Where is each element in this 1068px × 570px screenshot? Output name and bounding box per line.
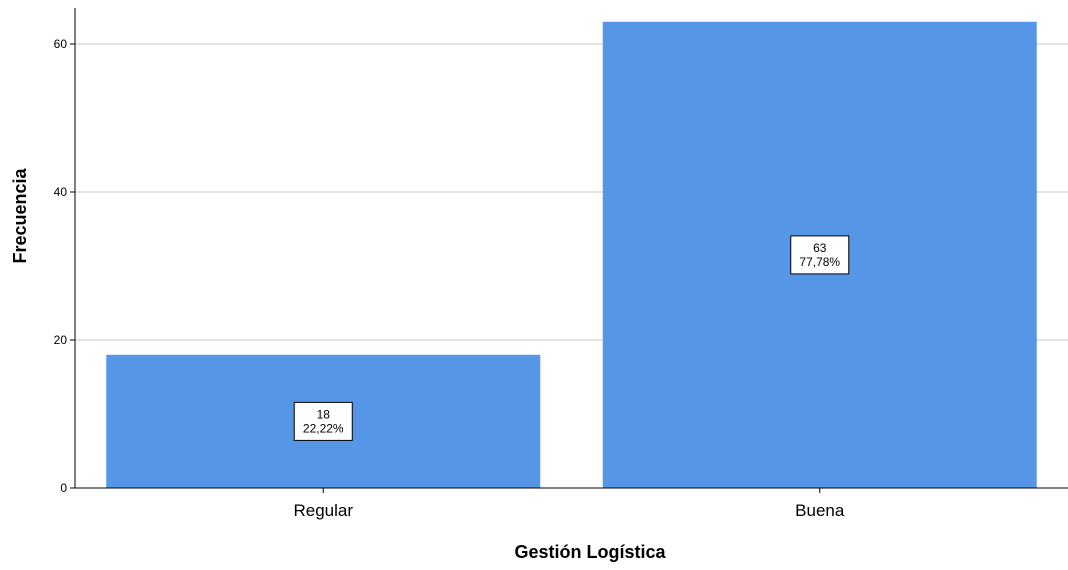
data-label-box (790, 235, 850, 275)
y-axis-title: Frecuencia (10, 167, 30, 263)
data-label-count: 18 (317, 407, 331, 421)
y-tick-label: 60 (54, 37, 68, 51)
data-label-percent: 77,78% (799, 255, 840, 269)
y-tick-labels: 0 20 40 60 (54, 37, 75, 495)
x-tick-labels: Regular Buena (293, 488, 845, 520)
y-tick-label: 20 (54, 333, 68, 347)
x-tick-label: Regular (293, 501, 353, 520)
axes (74, 8, 1068, 489)
y-tick-label: 40 (54, 185, 68, 199)
data-label-count: 63 (813, 241, 827, 255)
x-axis-title: Gestión Logística (514, 542, 666, 562)
data-label-box (293, 401, 353, 441)
bars (106, 21, 1037, 489)
x-tick-label: Buena (795, 501, 845, 520)
y-tick-label: 0 (60, 481, 67, 495)
data-label-percent: 22,22% (303, 421, 344, 435)
